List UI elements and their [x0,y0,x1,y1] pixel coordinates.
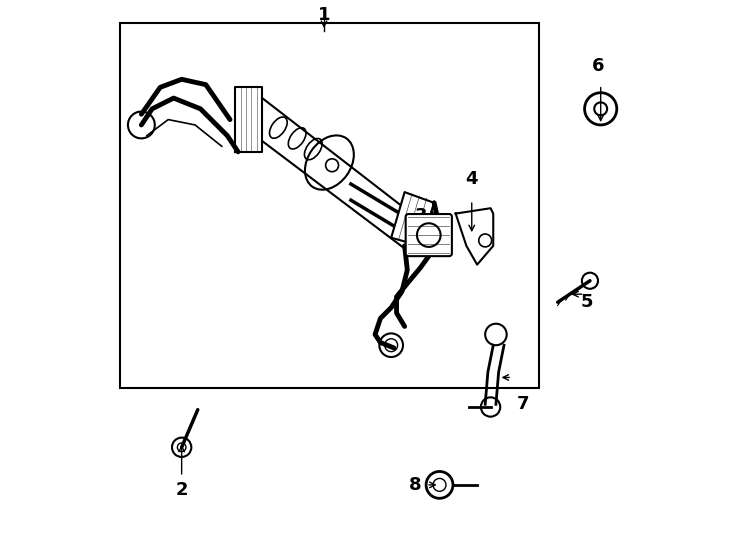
Text: 2: 2 [175,481,188,500]
FancyBboxPatch shape [120,23,539,388]
Text: 4: 4 [465,170,478,188]
Text: 3: 3 [415,207,427,225]
Polygon shape [391,192,434,246]
Text: 8: 8 [409,476,421,494]
Text: 5: 5 [581,293,594,311]
Text: 7: 7 [517,395,529,413]
Text: 6: 6 [592,57,604,75]
Text: 1: 1 [318,6,330,24]
FancyBboxPatch shape [406,214,452,256]
